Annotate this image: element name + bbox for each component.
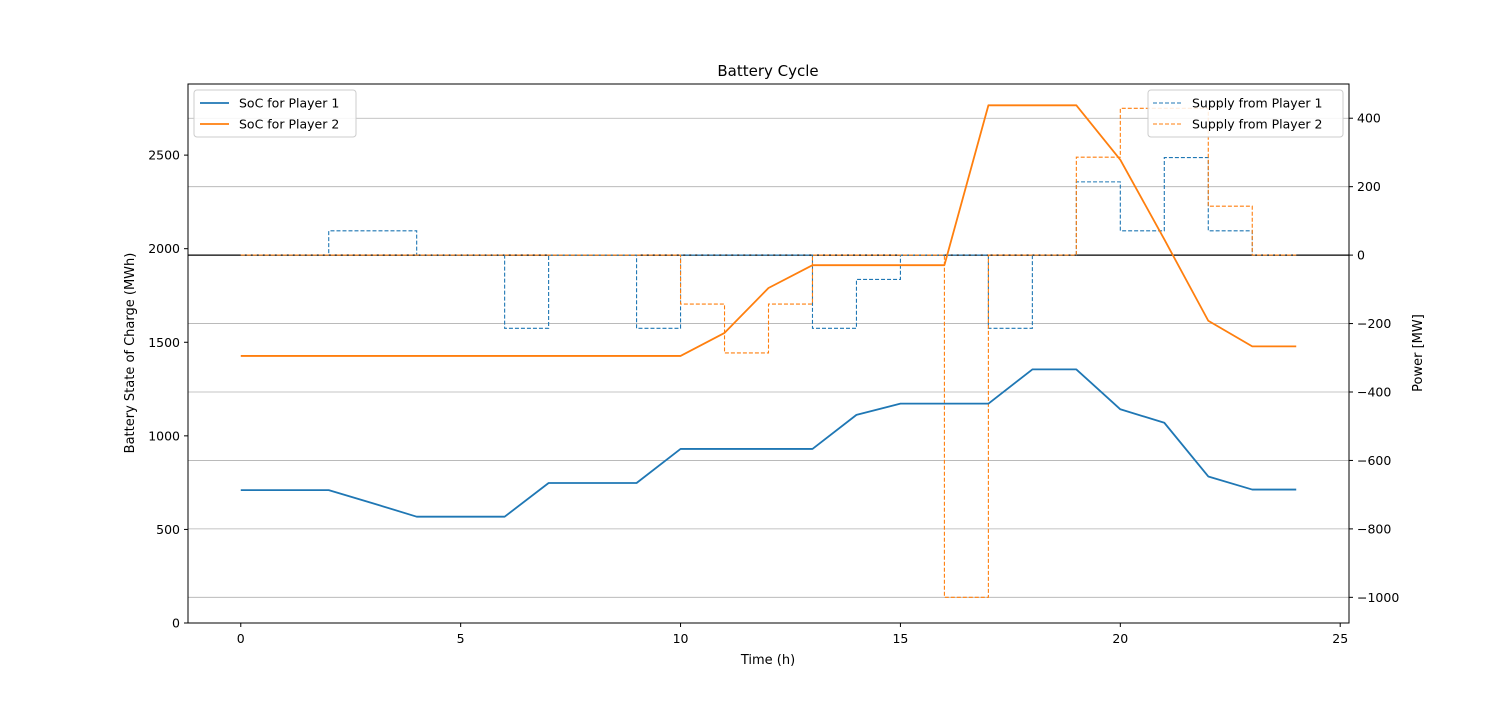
- legend-soc-label-1: SoC for Player 1: [239, 96, 339, 111]
- legend-supply-label-2: Supply from Player 2: [1192, 117, 1322, 132]
- x-tick-label: 0: [237, 631, 245, 646]
- supply-series-line-1: [240, 157, 1297, 329]
- supply-series-line-2: [240, 107, 1297, 598]
- legend-supply: Supply from Player 1 Supply from Player 2: [1147, 89, 1344, 138]
- soc-series-line-2: [240, 104, 1297, 357]
- chart-title: Battery Cycle: [717, 62, 818, 80]
- legend-soc-box: [193, 89, 357, 138]
- y-right-tick-label: 400: [1357, 111, 1381, 126]
- legend-supply-label-1: Supply from Player 1: [1192, 96, 1322, 111]
- legend-soc-label-2: SoC for Player 2: [239, 117, 339, 132]
- legend-supply-box: [1147, 89, 1344, 138]
- x-tick-label: 5: [457, 631, 465, 646]
- x-tick-label: 20: [1112, 631, 1128, 646]
- x-tick-label: 15: [892, 631, 908, 646]
- y-right-tick-label: 200: [1357, 179, 1381, 194]
- y-left-tick-label: 2500: [148, 148, 180, 163]
- y-right-tick-label: −600: [1357, 453, 1391, 468]
- plot-frame: [187, 83, 1350, 624]
- y-right-tick-label: −1000: [1357, 590, 1399, 605]
- y-right-tick-label: −400: [1357, 385, 1391, 400]
- y-axis-label-left: Battery State of Charge (MWh): [123, 253, 138, 454]
- y-left-tick-label: 2000: [148, 241, 180, 256]
- y-right-tick-label: −200: [1357, 316, 1391, 331]
- y-left-tick-label: 1000: [148, 428, 180, 443]
- legend-soc: SoC for Player 1 SoC for Player 2: [193, 89, 357, 138]
- x-tick-label: 25: [1332, 631, 1348, 646]
- x-axis-label: Time (h): [740, 653, 795, 668]
- y-left-tick-label: 500: [156, 522, 180, 537]
- y-right-tick-label: −800: [1357, 521, 1391, 536]
- y-right-tick-label: 0: [1357, 248, 1365, 263]
- y-left-tick-label: 0: [172, 616, 180, 631]
- y-axis-label-right: Power [MW]: [1411, 314, 1426, 392]
- y-left-tick-label: 1500: [148, 335, 180, 350]
- chart-layer: 0 5 10 15 20 2505001000150020002500−1000−800−…: [148, 83, 1399, 646]
- soc-series-line-1: [240, 368, 1297, 518]
- x-tick-label: 10: [673, 631, 689, 646]
